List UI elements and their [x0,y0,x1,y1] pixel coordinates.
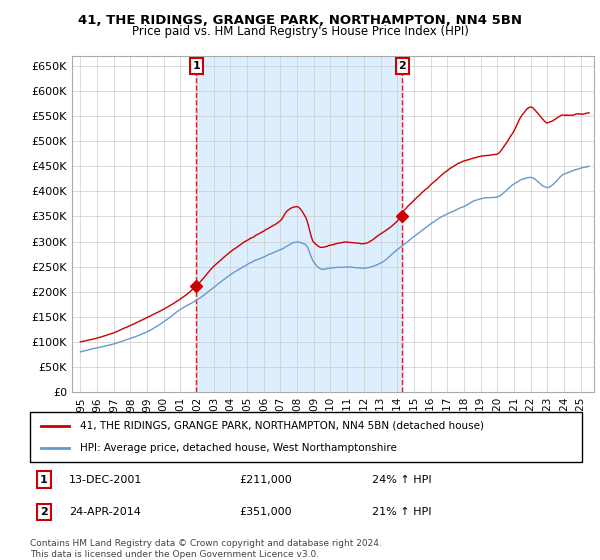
Text: 2: 2 [40,507,47,517]
Text: 41, THE RIDINGS, GRANGE PARK, NORTHAMPTON, NN4 5BN: 41, THE RIDINGS, GRANGE PARK, NORTHAMPTO… [78,14,522,27]
Text: 21% ↑ HPI: 21% ↑ HPI [372,507,432,517]
Text: Price paid vs. HM Land Registry's House Price Index (HPI): Price paid vs. HM Land Registry's House … [131,25,469,38]
Text: This data is licensed under the Open Government Licence v3.0.: This data is licensed under the Open Gov… [30,550,319,559]
Bar [196,56,403,392]
Text: HPI: Average price, detached house, West Northamptonshire: HPI: Average price, detached house, West… [80,443,397,453]
Text: 1: 1 [40,474,47,484]
Text: 41, THE RIDINGS, GRANGE PARK, NORTHAMPTON, NN4 5BN (detached house): 41, THE RIDINGS, GRANGE PARK, NORTHAMPTO… [80,421,484,431]
Text: £211,000: £211,000 [240,474,293,484]
Text: £351,000: £351,000 [240,507,292,517]
Text: 24% ↑ HPI: 24% ↑ HPI [372,474,432,484]
Text: 13-DEC-2001: 13-DEC-2001 [68,474,142,484]
Text: 24-APR-2014: 24-APR-2014 [68,507,140,517]
Text: Contains HM Land Registry data © Crown copyright and database right 2024.: Contains HM Land Registry data © Crown c… [30,539,382,548]
FancyBboxPatch shape [30,412,582,462]
Text: 1: 1 [193,61,200,71]
Text: 2: 2 [398,61,406,71]
